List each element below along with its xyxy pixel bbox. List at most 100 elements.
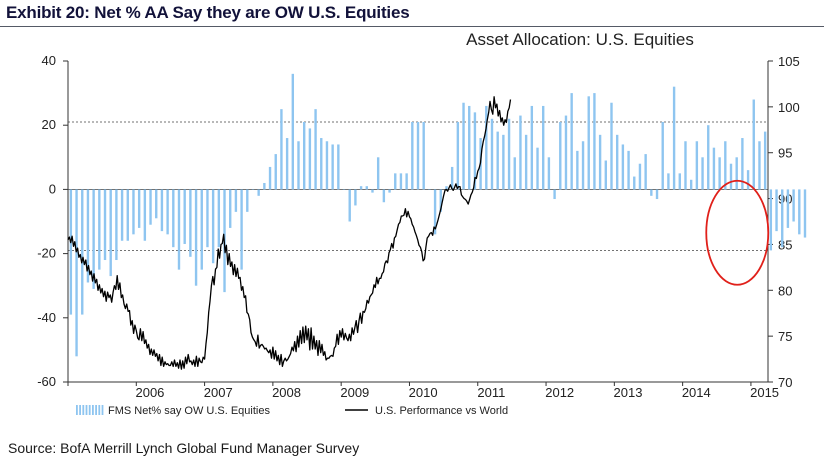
legend-bar-swatch-stripe	[92, 405, 94, 415]
x-tick-label: 2009	[340, 385, 369, 400]
highlight-circle	[705, 179, 770, 286]
bar	[376, 157, 380, 190]
bar	[92, 189, 95, 289]
bar	[394, 173, 397, 190]
bar	[524, 134, 528, 190]
bar	[746, 170, 750, 190]
bar	[348, 189, 351, 222]
y-right-tick-label: 90	[778, 192, 792, 207]
bar	[331, 144, 334, 190]
bar	[758, 141, 761, 190]
x-tick-label: 2014	[682, 385, 711, 400]
bar	[519, 115, 522, 190]
y-right-tick-label: 105	[778, 54, 800, 69]
bar	[422, 121, 425, 190]
bar	[172, 189, 175, 248]
bar	[81, 189, 84, 315]
bar	[274, 154, 277, 190]
bar	[411, 121, 414, 190]
x-tick-label: 2007	[204, 385, 233, 400]
chart-title: Asset Allocation: U.S. Equities	[466, 30, 694, 49]
bar	[177, 189, 181, 270]
bar	[729, 163, 733, 190]
bar	[268, 166, 272, 190]
y-right-tick-label: 75	[778, 329, 792, 344]
bar	[132, 189, 135, 235]
bar	[337, 144, 340, 190]
bar	[678, 173, 681, 190]
bar	[661, 121, 664, 190]
bar	[502, 134, 505, 190]
bar	[98, 189, 101, 270]
bar	[485, 105, 488, 190]
bar	[115, 189, 118, 261]
bar	[763, 131, 767, 190]
bar	[416, 121, 420, 190]
bar	[143, 189, 147, 241]
bar	[468, 105, 471, 190]
bar	[462, 102, 465, 190]
bar	[701, 157, 704, 190]
bar	[217, 189, 221, 248]
bar	[473, 112, 477, 190]
plot-area: 40 20 0 -20 -40 -60 105 100 95 90 85 80 75 70 2006 2007…	[37, 53, 807, 400]
y-right-tick-label: 95	[778, 146, 792, 161]
bar	[598, 134, 602, 190]
bar	[200, 189, 203, 270]
bar	[109, 189, 112, 277]
y-right-tick-label: 85	[778, 237, 792, 252]
bar	[553, 189, 556, 200]
bar	[325, 141, 329, 190]
legend-bar-swatch-stripe	[79, 405, 81, 415]
bar	[564, 115, 568, 190]
bar	[724, 141, 727, 190]
bar	[206, 189, 209, 248]
bar	[638, 163, 642, 190]
bar	[621, 144, 625, 190]
bar	[388, 189, 391, 193]
bar	[644, 154, 647, 190]
x-tick-label: 2010	[409, 385, 438, 400]
legend-bar-swatch-stripe	[76, 405, 78, 415]
bar	[803, 189, 807, 238]
bar	[587, 96, 590, 190]
bar	[75, 189, 78, 357]
bar	[792, 189, 795, 222]
bar	[263, 182, 266, 190]
bar	[496, 131, 499, 190]
bar	[781, 189, 784, 248]
bar	[769, 189, 773, 251]
bar	[718, 157, 721, 190]
x-tick-label: 2012	[545, 385, 574, 400]
bar	[741, 138, 744, 190]
y-left-tick-label: -40	[37, 310, 56, 325]
legend-bar-swatch-stripe	[95, 405, 97, 415]
bar	[137, 189, 141, 228]
bar	[280, 109, 283, 190]
bar	[297, 141, 300, 190]
bar	[371, 189, 374, 193]
legend-bar-swatch-stripe	[85, 405, 88, 415]
bar	[667, 173, 670, 190]
bar	[752, 99, 755, 190]
bar	[359, 186, 363, 190]
y-left-tick-label: 40	[42, 53, 56, 68]
bar	[786, 189, 790, 228]
bar	[456, 121, 460, 190]
legend-bar-label: FMS Net% say OW U.S. Equities	[108, 405, 270, 417]
bar	[450, 166, 454, 190]
bar	[490, 118, 494, 190]
bar	[285, 138, 289, 190]
bar	[507, 118, 511, 190]
bar	[189, 189, 192, 257]
bar	[712, 147, 716, 190]
bar	[320, 138, 323, 190]
bar	[251, 189, 255, 190]
bar	[530, 105, 534, 190]
source-note: Source: BofA Merrill Lynch Global Fund M…	[8, 440, 360, 456]
y-right-tick-label: 80	[778, 283, 792, 298]
bar	[246, 189, 249, 212]
title-rule	[0, 26, 824, 27]
legend-bar-swatch	[76, 405, 104, 415]
